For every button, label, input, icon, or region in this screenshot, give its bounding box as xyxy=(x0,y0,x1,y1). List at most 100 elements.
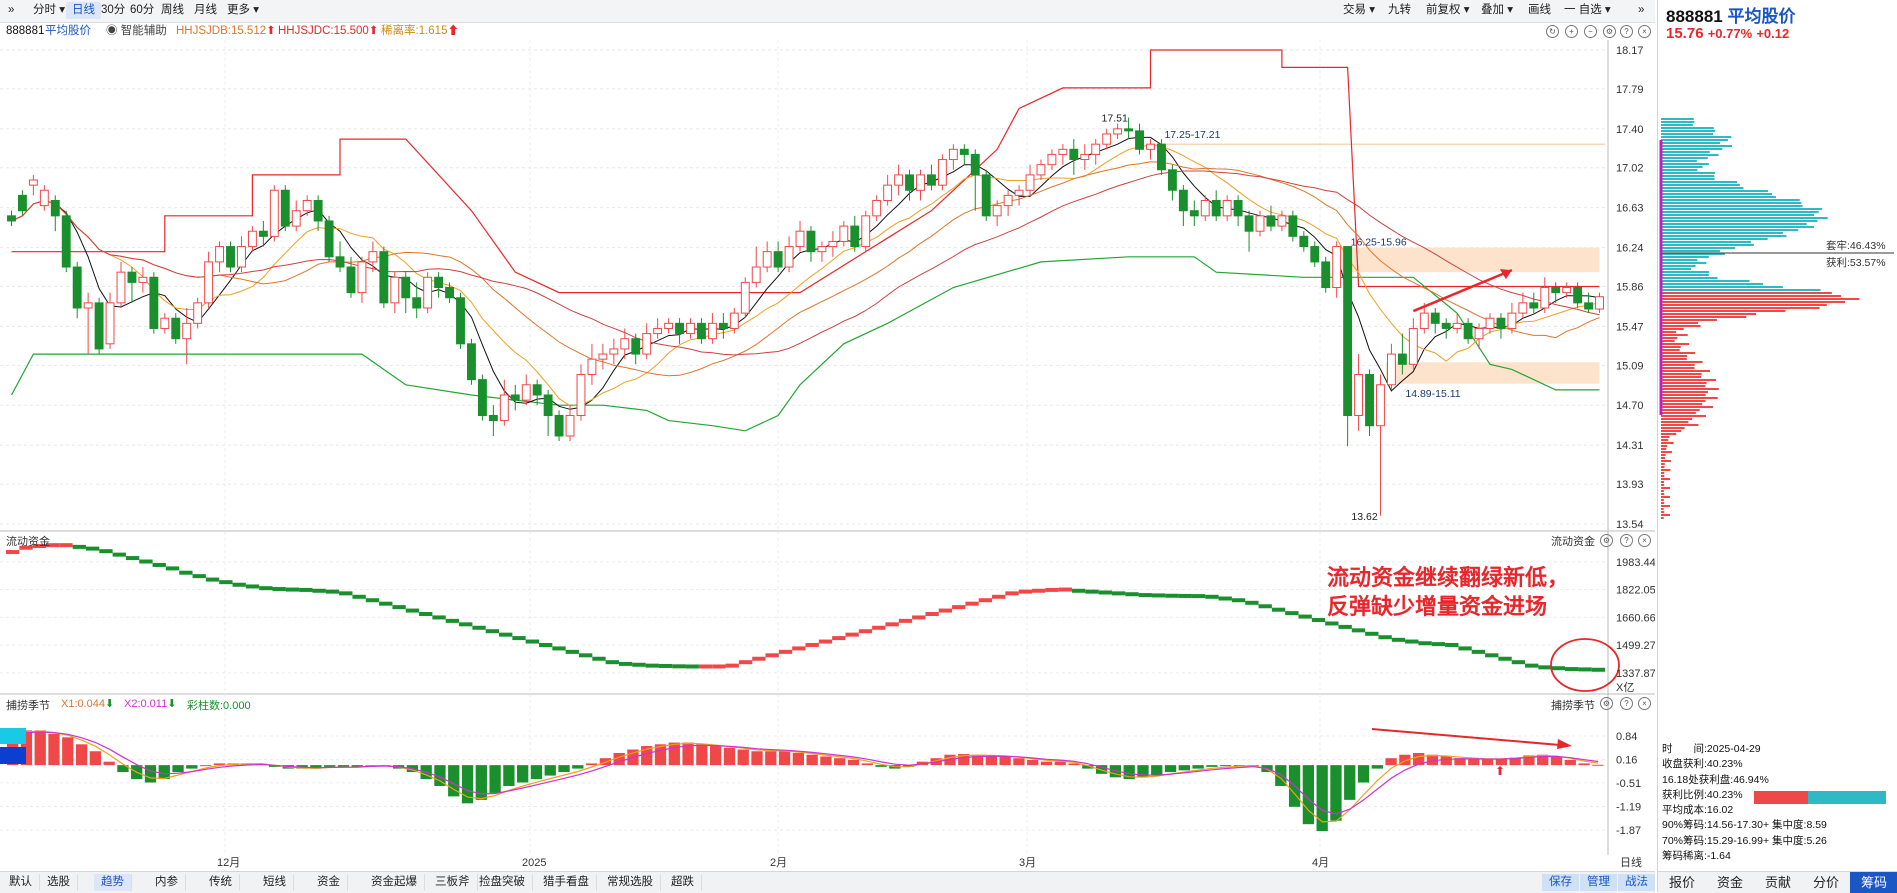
bottom-action-button[interactable]: 管理 xyxy=(1580,874,1617,891)
macd-panel: ⬆ xyxy=(0,728,1604,832)
candle xyxy=(1408,327,1418,365)
help-icon[interactable]: ? xyxy=(1620,25,1633,38)
profit-ratio-bar xyxy=(1754,791,1808,804)
chip-stat-row: 70%筹码:15.29-16.99+ 集中度:5.26 xyxy=(1662,834,1827,847)
bottom-tab[interactable]: 猎手看盘 xyxy=(536,874,597,891)
chip-bar xyxy=(1661,334,1688,336)
fund-step xyxy=(1205,594,1219,599)
bottom-action-button[interactable]: 战法 xyxy=(1618,874,1655,891)
chip-bar xyxy=(1661,331,1677,333)
fund-step xyxy=(1551,666,1566,671)
bottom-tab[interactable]: 资金起爆 xyxy=(364,874,425,891)
right-tab[interactable]: 资金 xyxy=(1716,875,1743,890)
candle xyxy=(237,246,246,268)
bottom-tab[interactable]: 短线 xyxy=(256,874,294,891)
bottom-tab[interactable]: 资金 xyxy=(310,874,348,891)
candle xyxy=(488,414,498,422)
chip-bar xyxy=(1661,478,1671,480)
macd-bar xyxy=(1192,765,1204,769)
chip-stats: 时 间:2025-04-29 收盘获利:40.23% 16.18处获利盘:46.94… xyxy=(1662,742,1827,864)
macd-bar xyxy=(517,765,529,783)
bottom-action-button[interactable]: 保存 xyxy=(1542,874,1579,891)
candle xyxy=(105,302,115,345)
chip-bar xyxy=(1661,367,1695,369)
right-tab[interactable]: 贡献 xyxy=(1764,875,1791,890)
close-icon[interactable]: × xyxy=(1638,534,1651,547)
chip-bar xyxy=(1661,181,1738,183)
help-icon[interactable]: ? xyxy=(1620,697,1633,710)
candle xyxy=(1430,312,1440,324)
macd-x1: X1:0.044⬇ xyxy=(61,697,114,710)
bottom-tab[interactable]: 捡盘突破 xyxy=(472,874,533,891)
refresh-icon[interactable]: ↻ xyxy=(1546,25,1559,38)
range-high-label: 17.25-17.21 xyxy=(1164,129,1220,141)
candle xyxy=(1277,215,1287,227)
bottom-tab[interactable]: 超跌 xyxy=(664,874,702,891)
assist-button[interactable]: ◉ 智能辅助 xyxy=(106,25,167,37)
right-tab[interactable]: 报价 xyxy=(1668,875,1695,890)
chip-bar xyxy=(1661,451,1672,453)
overlay-button[interactable]: 叠加 ▾ xyxy=(1481,4,1513,16)
chip-bar xyxy=(1661,313,1757,315)
period-more[interactable]: 更多 ▾ xyxy=(227,4,259,16)
help-icon[interactable]: ? xyxy=(1620,534,1633,547)
macd-bar xyxy=(861,763,873,766)
chip-bar xyxy=(1661,364,1695,366)
candle xyxy=(1288,215,1298,237)
trapped-ratio-bar xyxy=(1808,791,1886,804)
draw-button[interactable]: 画线 xyxy=(1528,4,1551,16)
candle xyxy=(773,251,783,268)
macd-bar xyxy=(778,751,791,766)
bottom-tab[interactable]: 内参 xyxy=(148,874,186,891)
bottom-tab[interactable]: 趋势 xyxy=(94,874,132,891)
macd-bar xyxy=(503,765,515,786)
adjust-button[interactable]: 前复权 ▾ xyxy=(1426,4,1470,16)
watchlist-button[interactable]: 一 自选 ▾ xyxy=(1564,4,1611,16)
macd-bar xyxy=(268,765,281,767)
bottom-tab[interactable]: 默认 xyxy=(2,874,40,891)
bottom-tab[interactable]: 传统 xyxy=(202,874,240,891)
fund-step xyxy=(1565,667,1579,672)
trade-button[interactable]: 交易 ▾ xyxy=(1343,4,1375,16)
settings-icon[interactable]: ⚙ xyxy=(1603,25,1616,38)
period-monthly[interactable]: 月线 xyxy=(194,4,217,16)
candle xyxy=(269,189,279,237)
chip-bar xyxy=(1661,403,1703,405)
fund-step xyxy=(459,622,473,627)
fund-step xyxy=(632,662,646,667)
zoom-out-icon[interactable]: − xyxy=(1584,25,1597,38)
fund-step xyxy=(1325,621,1339,626)
fund-step xyxy=(72,544,86,549)
period-fenshi[interactable]: 分时 ▾ xyxy=(33,4,65,16)
settings-icon[interactable]: ⚙ xyxy=(1600,534,1613,547)
period-60min[interactable]: 60分 xyxy=(130,4,155,16)
zoom-in-icon[interactable]: + xyxy=(1565,25,1578,38)
candle xyxy=(477,379,487,416)
macd-tick-label: 0.84 xyxy=(1616,731,1637,743)
right-tab[interactable]: 筹码 xyxy=(1850,872,1897,893)
collapse-icon[interactable]: » xyxy=(8,4,15,16)
chip-bar xyxy=(1661,376,1702,378)
chip-bar xyxy=(1661,247,1736,249)
expand-icon[interactable]: » xyxy=(1638,4,1645,16)
candle xyxy=(894,174,904,186)
bottom-tab[interactable]: 三板斧 xyxy=(428,874,478,891)
fund-step xyxy=(1245,600,1259,605)
bottom-tab[interactable]: 选股 xyxy=(40,874,78,891)
close-icon[interactable]: × xyxy=(1638,697,1651,710)
fund-step xyxy=(392,605,406,610)
jiuzhuan-button[interactable]: 九转 xyxy=(1388,4,1411,16)
close-icon[interactable]: × xyxy=(1638,25,1651,38)
bottom-tab[interactable]: 常规选股 xyxy=(600,874,661,891)
macd-title-right: 捕捞季节 xyxy=(1551,700,1595,712)
chip-bar xyxy=(1661,190,1769,192)
period-daily[interactable]: 日线 xyxy=(66,2,101,19)
period-weekly[interactable]: 周线 xyxy=(161,4,184,16)
chip-bar xyxy=(1661,241,1751,243)
fund-title: 流动资金 xyxy=(6,536,50,548)
settings-icon[interactable]: ⚙ xyxy=(1600,697,1613,710)
right-tab[interactable]: 分价 xyxy=(1812,875,1839,890)
main-chart[interactable]: 17.51 17.25-17.21 16.25-15.96 14.89-15.11 13… xyxy=(0,0,1655,892)
fund-step xyxy=(1151,593,1166,598)
period-30min[interactable]: 30分 xyxy=(101,4,126,16)
